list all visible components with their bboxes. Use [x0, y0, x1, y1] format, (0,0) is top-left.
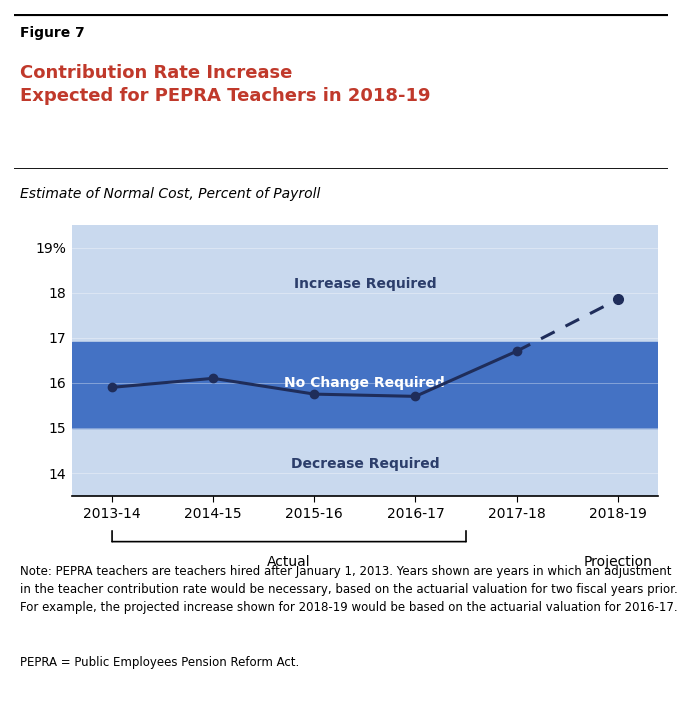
Text: Projection: Projection — [583, 555, 652, 569]
Text: Contribution Rate Increase
Expected for PEPRA Teachers in 2018-19: Contribution Rate Increase Expected for … — [20, 63, 431, 105]
Text: Figure 7: Figure 7 — [20, 27, 85, 41]
Text: Actual: Actual — [267, 555, 311, 569]
Text: No Change Required: No Change Required — [284, 376, 445, 390]
Bar — [72, 428, 658, 496]
Text: Decrease Required: Decrease Required — [291, 457, 439, 471]
Text: PEPRA = Public Employees Pension Reform Act.: PEPRA = Public Employees Pension Reform … — [20, 656, 299, 669]
Text: Estimate of Normal Cost, Percent of Payroll: Estimate of Normal Cost, Percent of Payr… — [20, 187, 321, 201]
Text: Note: PEPRA teachers are teachers hired after January 1, 2013. Years shown are y: Note: PEPRA teachers are teachers hired … — [20, 565, 678, 614]
Bar — [72, 342, 658, 428]
Text: Increase Required: Increase Required — [293, 276, 436, 290]
